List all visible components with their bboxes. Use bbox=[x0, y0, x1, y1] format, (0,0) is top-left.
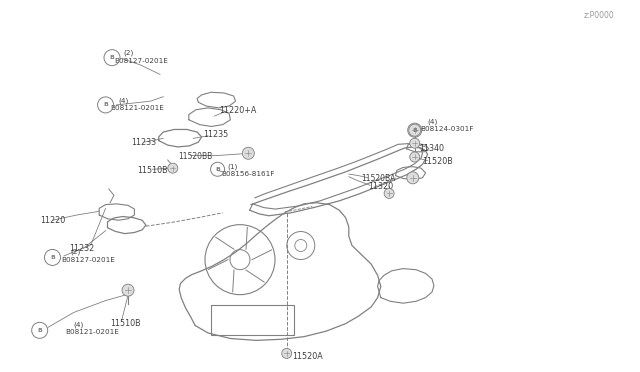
Text: 11520A: 11520A bbox=[292, 352, 323, 361]
Text: B: B bbox=[37, 328, 42, 333]
Text: 11340: 11340 bbox=[419, 144, 444, 153]
Text: B: B bbox=[103, 102, 108, 108]
Text: B: B bbox=[215, 167, 220, 172]
Text: B08127-0201E: B08127-0201E bbox=[61, 257, 115, 263]
Text: B08156-8161F: B08156-8161F bbox=[221, 171, 274, 177]
Circle shape bbox=[243, 147, 254, 159]
Text: B08121-0201E: B08121-0201E bbox=[65, 329, 119, 335]
Text: 11520BB: 11520BB bbox=[178, 153, 212, 161]
Circle shape bbox=[410, 138, 420, 148]
Circle shape bbox=[384, 189, 394, 198]
Circle shape bbox=[409, 124, 420, 136]
Text: B: B bbox=[412, 128, 417, 133]
Circle shape bbox=[410, 152, 420, 162]
Text: B: B bbox=[50, 255, 55, 260]
Circle shape bbox=[407, 172, 419, 184]
Text: 11520BA: 11520BA bbox=[362, 174, 396, 183]
Text: 11510B: 11510B bbox=[110, 319, 141, 328]
Text: 11220: 11220 bbox=[40, 216, 65, 225]
Text: 11320: 11320 bbox=[368, 182, 393, 191]
Text: B08127-0201E: B08127-0201E bbox=[114, 58, 168, 64]
Text: z:P0000: z:P0000 bbox=[584, 12, 614, 20]
Text: (4): (4) bbox=[74, 321, 84, 328]
Text: B: B bbox=[109, 55, 115, 60]
Circle shape bbox=[168, 163, 178, 173]
Text: (4): (4) bbox=[428, 119, 438, 125]
Circle shape bbox=[282, 349, 292, 358]
Text: (4): (4) bbox=[118, 97, 129, 104]
Text: B08124-0301F: B08124-0301F bbox=[420, 126, 473, 132]
Text: 11232: 11232 bbox=[69, 244, 94, 253]
Text: (1): (1) bbox=[227, 163, 237, 170]
Circle shape bbox=[122, 284, 134, 296]
Text: 11520B: 11520B bbox=[422, 157, 453, 166]
Text: 11233: 11233 bbox=[131, 138, 156, 147]
Text: 11235: 11235 bbox=[204, 130, 228, 139]
Text: 11220+A: 11220+A bbox=[219, 106, 256, 115]
Text: (2): (2) bbox=[70, 249, 81, 256]
Text: (2): (2) bbox=[123, 50, 133, 57]
Text: 11510B: 11510B bbox=[138, 166, 168, 175]
Text: B08121-0201E: B08121-0201E bbox=[110, 105, 164, 111]
